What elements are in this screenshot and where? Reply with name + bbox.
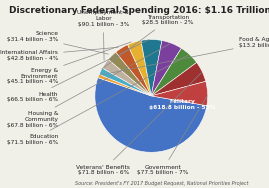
Text: Energy &
Environment
$45.1 billion - 4%: Energy & Environment $45.1 billion - 4% bbox=[7, 42, 131, 84]
Text: Housing &
Community
$67.8 billion - 6%: Housing & Community $67.8 billion - 6% bbox=[7, 44, 170, 128]
Wedge shape bbox=[99, 68, 151, 96]
Text: Education
$71.5 billion - 6%: Education $71.5 billion - 6% bbox=[7, 55, 188, 145]
Wedge shape bbox=[98, 74, 151, 96]
Text: Military
$618.8 billion - 53%: Military $618.8 billion - 53% bbox=[149, 99, 215, 110]
Text: Veterans' Benefits
$71.8 billion - 6%: Veterans' Benefits $71.8 billion - 6% bbox=[76, 73, 201, 175]
Wedge shape bbox=[108, 52, 151, 96]
Text: Source: President's FY 2017 Budget Request, National Priorities Project: Source: President's FY 2017 Budget Reque… bbox=[75, 181, 248, 186]
Text: Discretionary Federal Spending 2016: $1.16 Trillion: Discretionary Federal Spending 2016: $1.… bbox=[9, 6, 269, 15]
Wedge shape bbox=[128, 40, 151, 96]
Wedge shape bbox=[95, 78, 207, 152]
Wedge shape bbox=[151, 48, 197, 96]
Text: Government
$77.5 billion - 7%: Government $77.5 billion - 7% bbox=[137, 96, 207, 175]
Text: Health
$66.5 billion - 6%: Health $66.5 billion - 6% bbox=[7, 40, 149, 102]
Text: Science
$31.4 billion - 3%: Science $31.4 billion - 3% bbox=[7, 31, 108, 54]
Wedge shape bbox=[116, 45, 151, 96]
Wedge shape bbox=[141, 39, 162, 96]
Text: Transportation
$28.5 billion - 2%: Transportation $28.5 billion - 2% bbox=[102, 15, 194, 69]
Text: Food & Agriculture
$13.2 billion - 1%: Food & Agriculture $13.2 billion - 1% bbox=[100, 37, 269, 75]
Wedge shape bbox=[151, 81, 208, 106]
Wedge shape bbox=[151, 40, 181, 96]
Text: Unemployment &
Labor
$90.1 billion - 3%: Unemployment & Labor $90.1 billion - 3% bbox=[77, 11, 129, 60]
Text: International Affairs
$42.8 billion - 4%: International Affairs $42.8 billion - 4% bbox=[0, 47, 118, 61]
Wedge shape bbox=[102, 59, 151, 96]
Wedge shape bbox=[151, 62, 206, 96]
